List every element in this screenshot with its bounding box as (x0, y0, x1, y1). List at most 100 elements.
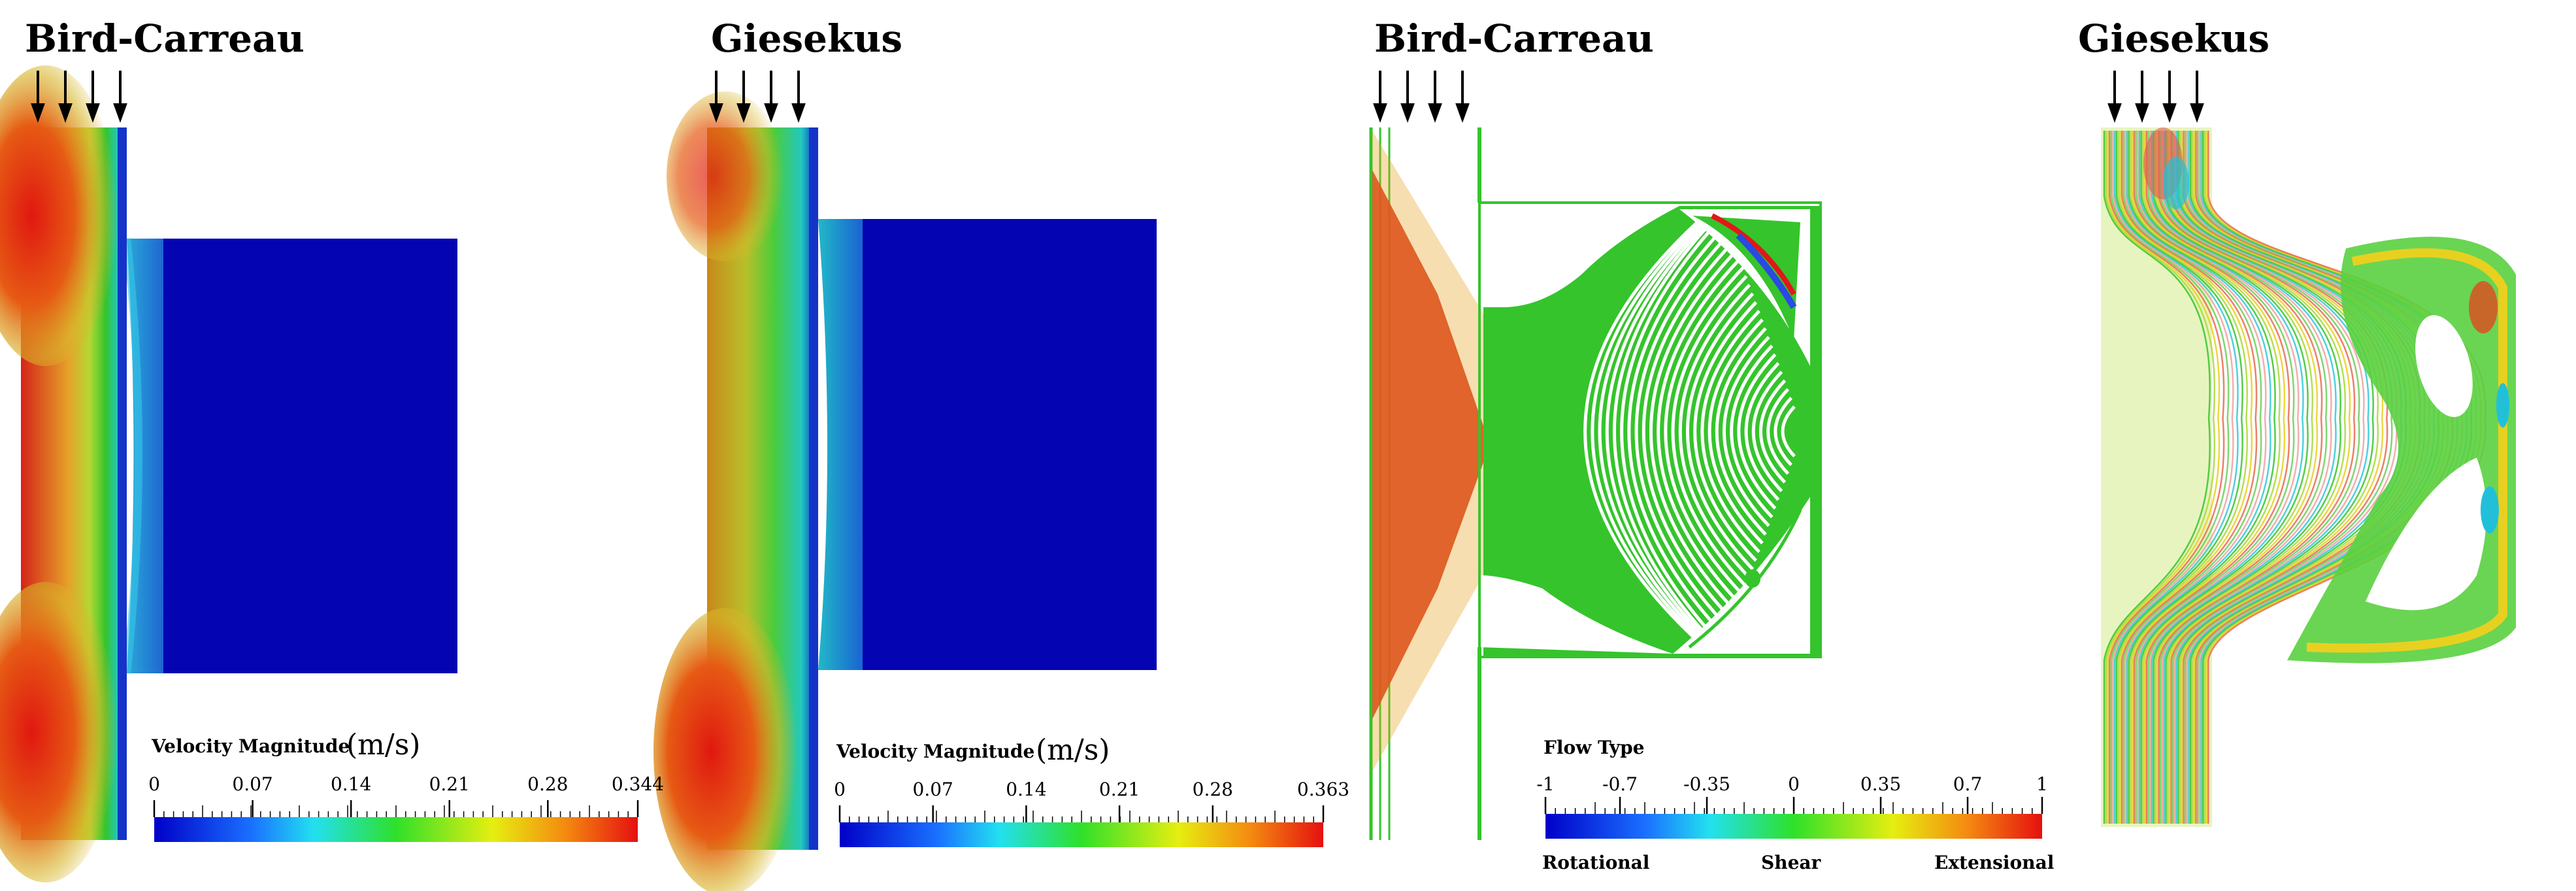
inflow-arrows-1 (31, 71, 127, 123)
colorbar-3 (1544, 797, 2043, 839)
streamline (2113, 131, 2239, 824)
streamline (1722, 335, 1770, 528)
streamline (2166, 131, 2379, 824)
streamline (2107, 131, 2221, 824)
panel-title-2: Giesekus (711, 16, 903, 61)
colorbar-3-tick-label: -0.35 (1683, 773, 1730, 795)
streamline (2110, 131, 2230, 824)
streamline (2121, 131, 2258, 824)
streamline (2140, 131, 2309, 824)
streamline (1730, 345, 1774, 518)
streamline (2168, 131, 2384, 824)
streamline (2124, 131, 2267, 824)
streamline (2163, 131, 2370, 824)
streamline (2151, 131, 2337, 824)
colorbar-2 (838, 805, 1325, 847)
streamline (1627, 222, 1728, 641)
streamline (1781, 405, 1796, 458)
inflow-arrows-2 (709, 71, 806, 123)
streamline (2112, 131, 2234, 824)
streamline (1649, 248, 1738, 614)
streamline (2149, 131, 2332, 824)
colorbar-2-tick-label: 0.21 (1098, 779, 1140, 800)
streamline (1634, 231, 1732, 631)
streamline (2115, 131, 2243, 824)
colorbar-3-tick-label: 0.35 (1860, 773, 1902, 795)
streamline (2145, 131, 2323, 824)
streamline (2161, 131, 2365, 824)
streamline (2117, 131, 2248, 824)
colorbar-2-tick-label: 0.28 (1192, 779, 1233, 800)
colorbar-2-tick-label: 0.363 (1296, 779, 1350, 800)
streamline (2122, 131, 2262, 824)
streamline (2153, 131, 2341, 824)
panel-1-velocity-field (0, 65, 457, 883)
streamline (2156, 131, 2351, 824)
colorbar-3-label-rotational: Rotational (1542, 852, 1650, 873)
streamline (2103, 131, 2211, 824)
colorbar-1-tick-label: 0.344 (611, 773, 665, 795)
streamline (2147, 131, 2328, 824)
streamline (1766, 388, 1790, 475)
streamline (1620, 214, 1726, 649)
streamline (2172, 131, 2393, 824)
streamline (2165, 131, 2374, 824)
colorbar-2-tick-label: 0.14 (1006, 779, 1047, 800)
colorbar-1-tick-label: 0.21 (429, 773, 470, 795)
streamline (2138, 131, 2304, 824)
colorbar-1-tick-label: 0.14 (330, 773, 372, 795)
colorbar-3-label-shear: Shear (1761, 852, 1821, 873)
colorbar-3-tick-label: -1 (1536, 773, 1555, 795)
streamline (2158, 131, 2356, 824)
streamline (2131, 131, 2286, 824)
streamline (1583, 211, 1709, 652)
colorbar-3-tick-label: 0 (1788, 773, 1800, 795)
streamline (1715, 327, 1767, 536)
panel-4-streamlines (2101, 127, 2516, 827)
colorbar-2-unit: (m/s) (1036, 733, 1110, 767)
streamline (1693, 301, 1758, 562)
streamline (1612, 211, 1723, 652)
streamline (2143, 131, 2319, 824)
streamline (1686, 292, 1755, 571)
streamline (1759, 379, 1787, 484)
streamline (2126, 131, 2271, 824)
streamline (2135, 131, 2295, 824)
streamline (2105, 131, 2215, 824)
inflow-arrows-4 (2107, 71, 2204, 123)
panel-title-4: Giesekus (2078, 16, 2270, 61)
streamline (2119, 131, 2253, 824)
streamline (1598, 211, 1716, 652)
streamline (2160, 131, 2360, 824)
colorbar-2-tick-label: 0 (834, 779, 846, 800)
colorbar-1-tick-label: 0 (148, 773, 160, 795)
panel-title-1: Bird-Carreau (25, 16, 305, 61)
panel-title-3: Bird-Carreau (1374, 16, 1654, 61)
colorbar-3-tick-label: -0.7 (1602, 773, 1638, 795)
colorbar-1-unit: (m/s) (346, 728, 421, 762)
streamline (2142, 131, 2314, 824)
colorbar-3-label-extensional: Extensional (1934, 852, 2055, 873)
inflow-arrows-3 (1373, 71, 1470, 123)
colorbar-2-title: Velocity Magnitude (836, 741, 1035, 762)
streamline (1700, 309, 1760, 554)
streamline (1605, 211, 1719, 652)
streamline (2133, 131, 2290, 824)
colorbar-3-title: Flow Type (1544, 737, 1645, 758)
streamline (1671, 275, 1748, 588)
colorbar-1-tick-label: 0.28 (527, 773, 569, 795)
colorbar-3-tick-label: 0.7 (1953, 773, 1983, 795)
streamline (1737, 353, 1777, 510)
streamline (2137, 131, 2300, 824)
streamline (2108, 131, 2225, 824)
streamline (1708, 318, 1764, 545)
colorbar-2-tick-label: 0.07 (912, 779, 953, 800)
colorbar-1-title: Velocity Magnitude (152, 735, 350, 757)
streamline (1774, 396, 1792, 467)
streamline (1744, 361, 1780, 501)
streamline (1678, 284, 1751, 579)
streamline (1664, 266, 1745, 597)
streamline (1751, 371, 1783, 492)
